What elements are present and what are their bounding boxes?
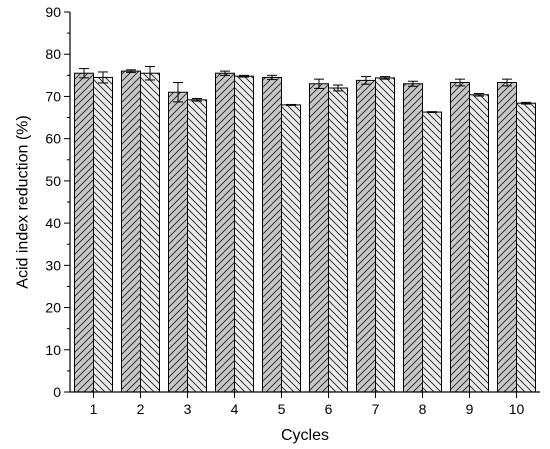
bar-series1-cycle-5 [262,76,282,393]
bar-series2-cycle-4 [234,75,254,393]
error-bar-series1-cycle-1 [79,68,89,79]
bar-series2-cycle-10 [516,102,536,393]
error-bar-series2-cycle-7 [380,76,390,80]
y-tick-label: 20 [45,300,61,316]
x-tick-label: 8 [419,401,427,417]
y-tick-label: 80 [45,46,61,62]
bar-series1-cycle-4 [215,72,235,393]
bar-series1-cycle-1 [74,72,94,393]
bar-series2-cycle-5 [281,104,301,393]
error-bar-series2-cycle-2 [145,65,155,81]
error-bar-series1-cycle-5 [267,74,277,81]
y-tick-label: 60 [45,131,61,147]
error-bar-series2-cycle-9 [474,92,484,97]
bar-series1-cycle-10 [497,82,517,393]
error-bars-layer [79,65,531,113]
x-tick-label: 7 [372,401,380,417]
bar-series2-cycle-6 [328,87,348,393]
bar-series2-cycle-8 [422,111,442,393]
error-bar-series2-cycle-5 [286,103,296,106]
bar-series2-cycle-3 [187,99,207,393]
error-bar-series2-cycle-8 [427,111,437,113]
x-axis-ticks: 1 2 3 4 5 6 7 8 9 10 [90,392,525,417]
bar-series1-cycle-6 [309,83,329,393]
x-tick-label: 4 [231,401,239,417]
bar-series1-cycle-3 [168,91,188,393]
y-tick-label: 0 [53,384,61,400]
error-bar-series2-cycle-4 [239,74,249,78]
y-tick-label: 50 [45,173,61,189]
error-bar-series1-cycle-4 [220,70,230,76]
bar-series1-cycle-2 [121,70,141,393]
y-axis-ticks: 0 10 20 30 40 50 60 70 80 90 [45,4,70,400]
bar-series2-cycle-7 [375,77,395,393]
x-tick-label: 3 [184,401,192,417]
error-bar-series2-cycle-1 [98,71,108,84]
error-bar-series1-cycle-6 [314,78,324,89]
x-tick-label: 10 [509,401,525,417]
error-bar-series2-cycle-10 [521,101,531,105]
bar-series1-cycle-7 [356,79,376,393]
error-bar-series1-cycle-7 [361,76,371,85]
bar-series2-cycle-2 [140,72,160,393]
y-tick-label: 90 [45,4,61,20]
bar-series2-cycle-1 [93,76,113,393]
error-bar-series1-cycle-8 [408,80,418,87]
error-bar-series1-cycle-10 [502,78,512,87]
error-bar-series1-cycle-9 [455,78,465,87]
x-tick-label: 9 [466,401,474,417]
error-bar-series1-cycle-2 [126,69,136,73]
y-tick-label: 70 [45,88,61,104]
x-tick-label: 2 [137,401,145,417]
bar-series2-cycle-9 [469,94,489,393]
y-tick-label: 30 [45,257,61,273]
bars-layer [74,70,536,393]
error-bar-series2-cycle-3 [192,98,202,102]
error-bar-series2-cycle-6 [333,84,343,92]
x-tick-label: 5 [278,401,286,417]
bar-series1-cycle-9 [450,82,470,393]
y-tick-label: 10 [45,342,61,358]
x-tick-label: 6 [325,401,333,417]
y-axis-label: Acid index reduction (%) [15,115,32,288]
error-bar-series1-cycle-3 [173,82,183,103]
bar-series1-cycle-8 [403,83,423,393]
y-tick-label: 40 [45,215,61,231]
x-axis-label: Cycles [281,427,329,444]
x-tick-label: 1 [90,401,98,417]
